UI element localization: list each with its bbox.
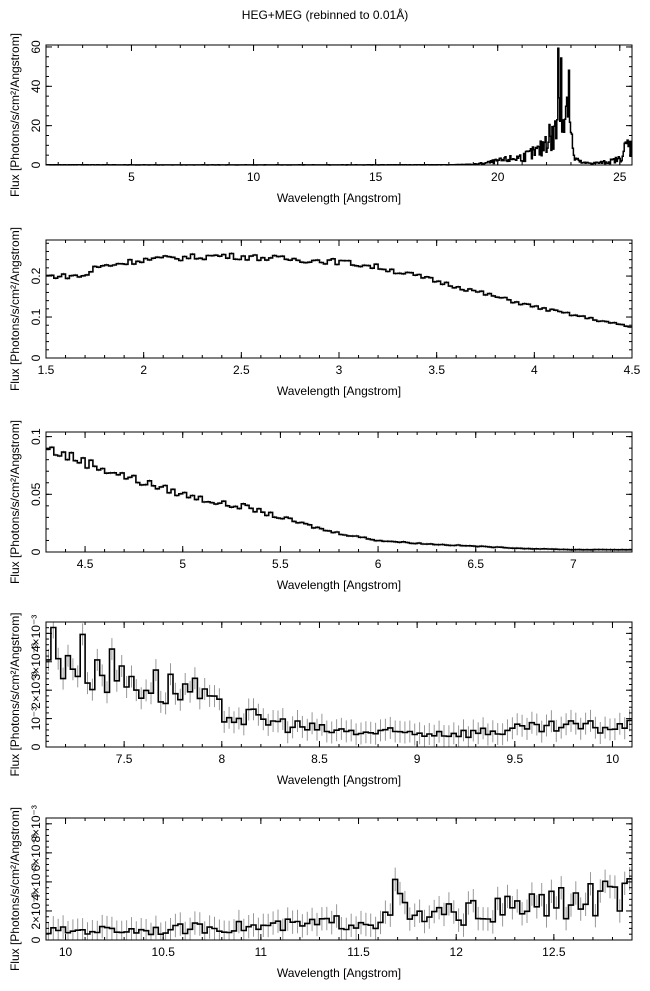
data-series: [46, 626, 632, 739]
y-tick-label: 0.2: [29, 267, 43, 284]
y-tick-label: 0: [29, 743, 43, 750]
y-tick-label: 0.1: [29, 428, 43, 445]
y-tick-label: 10⁻³: [29, 707, 43, 731]
y-axis-label: Flux [Photons/s/cm²/Angstrom]: [8, 612, 22, 776]
data-series: [46, 878, 632, 936]
y-tick-label: 3×10⁻³: [29, 643, 43, 680]
y-tick-label: 0: [29, 354, 43, 361]
x-tick-label: 4.5: [624, 363, 641, 377]
y-tick-label: 0: [29, 161, 43, 168]
y-tick-label: 4×10⁻³: [29, 863, 43, 900]
y-tick-label: 40: [29, 79, 43, 93]
y-tick-label: 4×10⁻³: [29, 615, 43, 652]
x-tick-label: 10.5: [152, 945, 176, 959]
x-tick-label: 11: [255, 945, 268, 959]
x-tick-label: 8: [218, 752, 225, 766]
x-axis-label: Wavelength [Angstrom]: [277, 384, 401, 398]
plot-frame: [45, 44, 633, 166]
x-tick-label: 25: [613, 170, 627, 184]
x-tick-label: 11.5: [347, 945, 370, 959]
plot-frame: [45, 239, 633, 359]
x-tick-label: 4: [531, 363, 538, 377]
x-tick-label: 4.5: [77, 557, 94, 571]
x-tick-label: 5: [179, 557, 186, 571]
x-tick-label: 15: [369, 170, 383, 184]
x-tick-label: 2: [140, 363, 147, 377]
y-tick-label: 0.05: [29, 482, 43, 506]
x-tick-label: 10: [247, 170, 261, 184]
panel-2: 1.5 2 2.5 3 3.5 4 4.5 0 0.1 0.2 Wavelength [Angstr…: [8, 227, 641, 398]
y-tick-label: 0: [29, 936, 43, 943]
y-axis-label: Flux [Photons/s/cm²/Angstrom]: [8, 33, 22, 197]
y-tick-label: 0: [29, 548, 43, 555]
y-tick-label: 60: [29, 40, 43, 54]
data-series: [46, 47, 632, 166]
x-tick-label: 5: [128, 170, 135, 184]
panel-3: 4.5 5 5.5 6 6.5 7 0 0.05 0.1 Wavelength [Angstrom…: [8, 420, 633, 592]
x-tick-label: 8.5: [311, 752, 328, 766]
x-tick-label: 12: [450, 945, 464, 959]
y-tick-label: 6×10⁻³: [29, 834, 43, 871]
y-tick-label: 8×10⁻³: [29, 805, 43, 842]
x-tick-label: 12.5: [542, 945, 566, 959]
x-tick-label: 6.5: [467, 557, 484, 571]
panel-5: 10 10.5 11 11.5 12 12.5 0 2×10⁻³4×10⁻³6×10⁻³8×1…: [8, 805, 633, 980]
y-axis-label: Flux [Photons/s/cm²/Angstrom]: [8, 420, 22, 584]
chart-title: HEG+MEG (rebinned to 0.01Å): [241, 8, 409, 22]
x-tick-label: 6: [375, 557, 382, 571]
x-tick-label: 20: [491, 170, 505, 184]
x-tick-label: 7.5: [116, 752, 133, 766]
x-tick-label: 7: [570, 557, 577, 571]
error-bars: [47, 445, 631, 552]
data-series: [46, 252, 632, 328]
x-tick-label: 9: [414, 752, 421, 766]
y-axis-label: Flux [Photons/s/cm²/Angstrom]: [8, 227, 22, 391]
x-tick-label: 10: [59, 945, 73, 959]
x-axis-label: Wavelength [Angstrom]: [277, 773, 401, 787]
y-tick-label: 2×10⁻³: [29, 892, 43, 929]
y-tick-label: 0.1: [29, 308, 43, 325]
x-axis-label: Wavelength [Angstrom]: [277, 191, 401, 205]
panel-4: 7.5 8 8.5 9 9.5 10 0 10⁻³2×10⁻³3×10⁻³4×10⁻³ Wave…: [8, 612, 633, 787]
y-tick-label: 2×10⁻³: [29, 671, 43, 708]
x-tick-label: 1.5: [38, 363, 55, 377]
data-series: [46, 446, 632, 551]
panel-1: 5 10 15 20 25 0 20 40 60 Wavelength [Angstrom] Flu…: [8, 33, 633, 205]
x-tick-label: 3.5: [428, 363, 445, 377]
x-tick-label: 3: [336, 363, 343, 377]
x-axis-label: Wavelength [Angstrom]: [277, 578, 401, 592]
x-tick-label: 9.5: [506, 752, 523, 766]
x-tick-label: 2.5: [233, 363, 250, 377]
x-axis-label: Wavelength [Angstrom]: [277, 966, 401, 980]
x-tick-label: 10: [606, 752, 620, 766]
y-tick-label: 20: [29, 119, 43, 133]
x-tick-label: 5.5: [272, 557, 289, 571]
y-axis-label: Flux [Photons/s/cm²/Angstrom]: [8, 807, 22, 971]
